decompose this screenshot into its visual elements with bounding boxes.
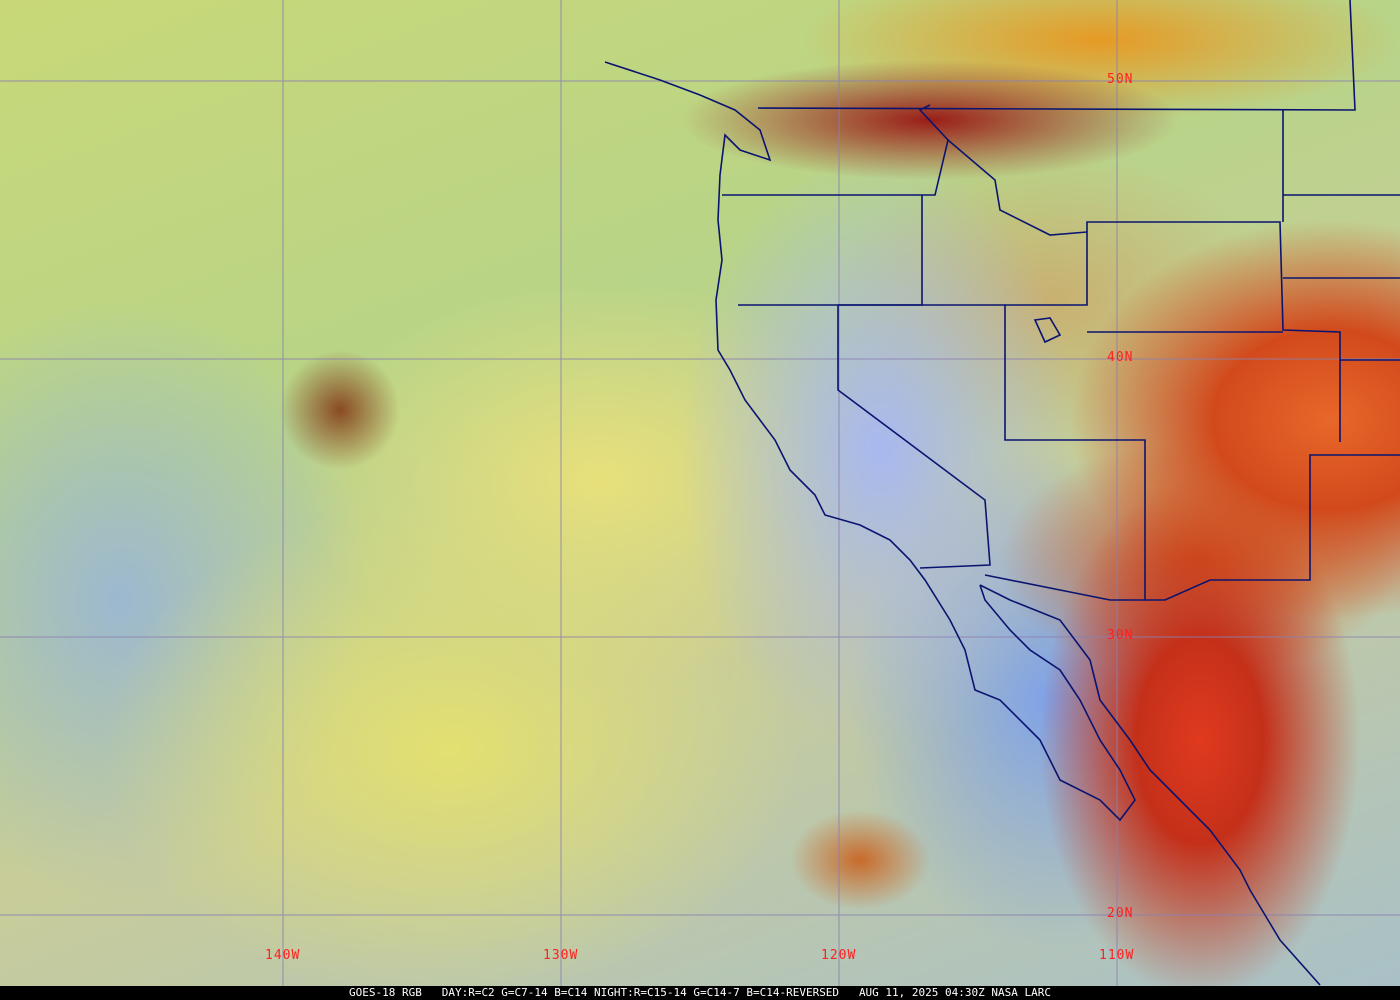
latitude-label-40n: 40N — [1107, 350, 1134, 365]
longitude-label-120w: 120W — [821, 948, 857, 963]
latitude-label-30n: 30N — [1107, 628, 1134, 643]
coastlines-and-borders — [604, 0, 1400, 986]
longitude-label-110w: 110W — [1099, 948, 1135, 963]
longitude-label-130w: 130W — [543, 948, 579, 963]
image-caption: GOES-18 RGB DAY:R=C2 G=C7-14 B=C14 NIGHT… — [0, 986, 1400, 1000]
caption-datetime: AUG 11, 2025 04:30Z — [858, 986, 985, 999]
longitude-label-140w: 140W — [265, 948, 301, 963]
caption-satellite: GOES-18 RGB — [348, 986, 422, 999]
caption-source: NASA LARC — [991, 986, 1052, 999]
caption-product: DAY:R=C2 G=C7-14 B=C14 NIGHT:R=C15-14 G=… — [441, 986, 840, 999]
latitude-label-50n: 50N — [1107, 72, 1134, 87]
latitude-label-20n: 20N — [1107, 906, 1134, 921]
